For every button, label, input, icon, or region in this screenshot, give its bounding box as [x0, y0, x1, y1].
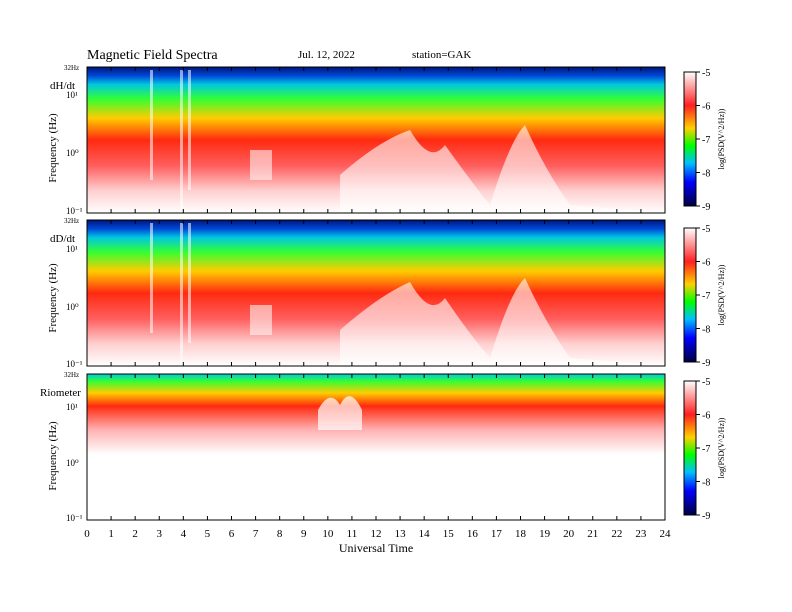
- spectrogram-riometer: [87, 374, 665, 520]
- panel-dddt: dD/dt Frequency (Hz) 32Hz 10¹ 10⁰ 10⁻¹: [47, 217, 666, 369]
- colorbar-tick-label: -9: [702, 202, 710, 213]
- x-tick-label: 9: [301, 528, 307, 540]
- dhdt-ytick-10-m1: 10⁻¹: [66, 206, 83, 216]
- colorbar: [683, 380, 697, 516]
- colorbar: [683, 71, 697, 207]
- colorbar-tick-label: -7: [702, 135, 710, 146]
- dddt-ytick-10-m1: 10⁻¹: [66, 359, 83, 369]
- x-tick-label: 12: [371, 528, 382, 540]
- colorbar-tick-label: -7: [702, 291, 710, 302]
- dddt-ytick-10-1: 10¹: [66, 244, 78, 254]
- colorbar-tick-label: -7: [702, 444, 710, 455]
- dhdt-ytick-32: 32Hz: [64, 64, 79, 72]
- riometer-ytick-10-1: 10¹: [66, 402, 78, 412]
- x-tick-label: 10: [322, 528, 334, 540]
- dhdt-ytick-10-1: 10¹: [66, 90, 78, 100]
- x-tick-label: 16: [467, 528, 479, 540]
- dddt-bright-columns: [150, 223, 272, 363]
- x-tick-label: 20: [563, 528, 575, 540]
- colorbar-tick-label: -6: [702, 258, 710, 269]
- x-tick-label: 4: [181, 528, 187, 540]
- colorbar-tick-label: -5: [702, 224, 710, 235]
- x-tick-label: 2: [132, 528, 138, 540]
- colorbar-tick-label: -9: [702, 358, 710, 369]
- dddt-quiet-region: [340, 278, 665, 366]
- colorbar-tick-label: -5: [702, 68, 710, 79]
- colorbar-tick-label: -6: [702, 102, 710, 113]
- colorbar-tick-label: -5: [702, 377, 710, 388]
- dddt-ytick-32: 32Hz: [64, 217, 79, 225]
- x-tick-label: 19: [539, 528, 551, 540]
- figure-title: Magnetic Field Spectra: [87, 48, 218, 63]
- dddt-panel-label: dD/dt: [50, 233, 75, 245]
- riometer-ylabel: Frequency (Hz): [47, 421, 59, 491]
- x-tick-label: 1: [108, 528, 114, 540]
- x-tick-label: 13: [395, 528, 407, 540]
- x-tick-label: 15: [443, 528, 455, 540]
- x-tick-label: 0: [84, 528, 90, 540]
- x-tick-label: 23: [635, 528, 647, 540]
- colorbar-tick-label: -6: [702, 411, 710, 422]
- x-tick-label: 21: [587, 528, 598, 540]
- panel-dhdt: dH/dt Frequency (Hz) 32Hz 10¹ 10⁰ 10⁻¹: [47, 64, 666, 216]
- colorbar-label: log(PSD(V^2/Hz)): [717, 108, 726, 169]
- colorbars: -5 -6 -7 -8 -9 log(PSD(V^2/Hz)) -5 -6 -7 -8 -9 log(…: [683, 68, 726, 522]
- riometer-ytick-10-0: 10⁰: [66, 458, 79, 468]
- colorbar-tick-label: -8: [702, 478, 710, 489]
- colorbar-tick-label: -8: [702, 169, 710, 180]
- x-tick-label: 6: [229, 528, 235, 540]
- riometer-panel-label: Riometer: [40, 387, 81, 399]
- dhdt-ytick-10-0: 10⁰: [66, 148, 79, 158]
- x-tick-label: 8: [277, 528, 283, 540]
- dhdt-panel-label: dH/dt: [50, 80, 75, 92]
- x-tick-label: 17: [491, 528, 503, 540]
- panel-riometer: Riometer Frequency (Hz) 32Hz 10¹ 10⁰ 10⁻…: [40, 371, 666, 523]
- figure-date: Jul. 12, 2022: [298, 49, 355, 61]
- colorbar-label: log(PSD(V^2/Hz)): [717, 264, 726, 325]
- riometer-notch: [318, 396, 362, 430]
- dhdt-bright-columns: [150, 70, 272, 210]
- colorbar-tick-label: -9: [702, 511, 710, 522]
- x-tick-label: 18: [515, 528, 527, 540]
- x-tick-label: 7: [253, 528, 259, 540]
- riometer-ytick-32: 32Hz: [64, 371, 79, 379]
- dddt-ytick-10-0: 10⁰: [66, 302, 79, 312]
- x-axis: 0 1 2 3 4 5 6 7 8 9 10 11 12 13 14 15 16 17 18 19 20 21 22 23 24: [84, 67, 671, 540]
- dhdt-ylabel: Frequency (Hz): [47, 113, 59, 183]
- colorbar-tick-label: -8: [702, 325, 710, 336]
- x-tick-label: 14: [419, 528, 431, 540]
- dhdt-quiet-region: [340, 125, 665, 213]
- x-axis-label: Universal Time: [339, 541, 413, 555]
- x-tick-label: 5: [205, 528, 211, 540]
- colorbar-label: log(PSD(V^2/Hz)): [717, 417, 726, 478]
- x-tick-label: 24: [660, 528, 672, 540]
- colorbar: [683, 227, 697, 363]
- x-tick-label: 11: [347, 528, 358, 540]
- x-tick-label: 3: [157, 528, 163, 540]
- dddt-ylabel: Frequency (Hz): [47, 263, 59, 333]
- riometer-ytick-10-m1: 10⁻¹: [66, 513, 83, 523]
- figure-station: station=GAK: [412, 49, 471, 61]
- x-tick-label: 22: [611, 528, 622, 540]
